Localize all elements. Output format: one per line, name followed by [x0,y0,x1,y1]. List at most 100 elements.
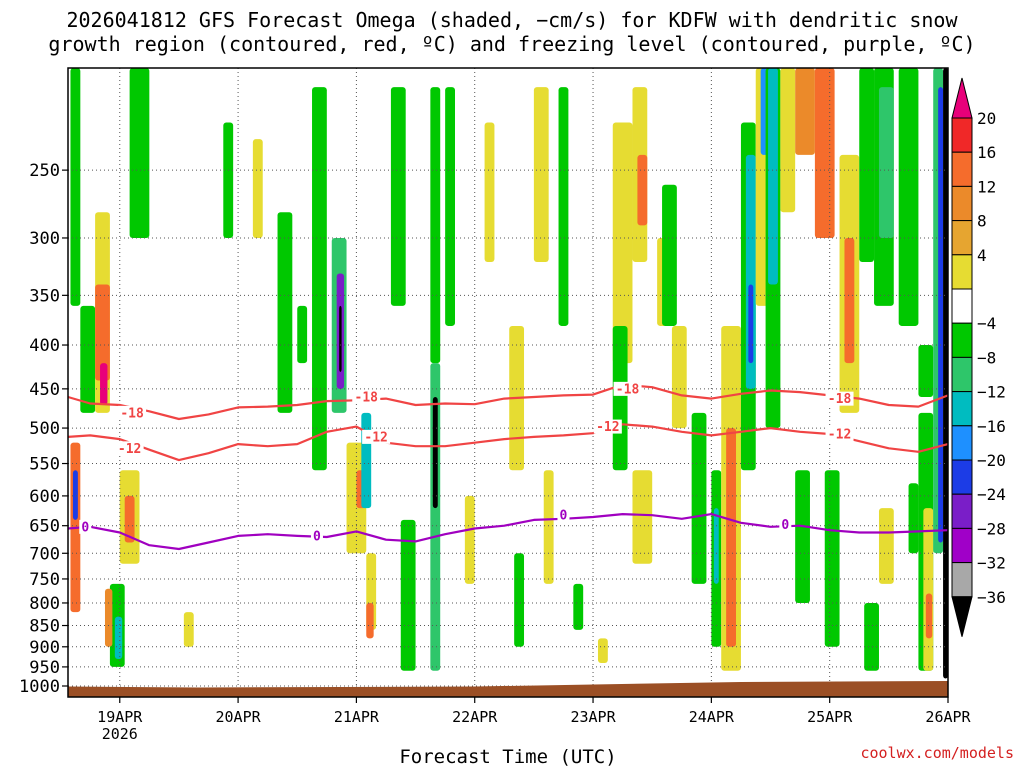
omega-cell [768,68,778,285]
colorbar-segment [951,220,973,256]
omega-cell [252,139,263,238]
y-tick-label: 550 [29,455,60,475]
x-tick-label: 25APR [807,708,853,726]
omega-cell [104,588,113,647]
x-axis-label: Forecast Time (UTC) [399,746,616,768]
colorbar-segment [951,117,973,153]
omega-cell [514,553,525,647]
contour-label: -12 [118,442,141,457]
contour-label: -18 [120,406,144,421]
omega-cell [878,508,894,584]
omega-cell [312,87,327,471]
temperature-contours: -18 -18 -18 -18 -12 -12 -12 -12 0 0 0 0 [67,381,949,551]
plot-frame [67,67,949,698]
omega-cell [339,305,342,372]
omega-cell [95,284,110,381]
colorbar-label: −16 [977,417,1006,436]
contour-label-bg [115,441,144,456]
colorbar-label: 16 [977,143,996,162]
y-tick-label: 300 [29,229,60,249]
colorbar: 20 16 12 8 4 −4 −8 −12 −16 −20 −24 −28 −32 −36 [951,77,1006,637]
omega-cell [859,68,875,262]
contour-label: -18 [616,382,640,397]
y-tick-label: 450 [29,380,60,400]
colorbar-label: −32 [977,554,1006,573]
colorbar-segment [951,562,973,598]
colorbar-label: 20 [977,109,996,128]
y-tick-label: 650 [29,517,60,537]
colorbar-label: −8 [977,348,996,367]
colorbar-label: −12 [977,383,1006,402]
y-tick-label: 1000 [19,677,60,697]
y-tick-label: 800 [29,594,60,614]
omega-cell [445,87,456,326]
omega-cell [464,495,475,584]
omega-cell [864,602,879,671]
y-tick-label: 750 [29,570,60,590]
contour-label: 0 [81,520,89,535]
y-tick-label: 600 [29,487,60,507]
omega-cell [223,122,234,238]
colorbar-segment [951,493,973,529]
contour-label: 0 [781,518,789,533]
omega-cell [780,68,796,213]
omega-cell [114,616,123,659]
y-tick-label: 250 [29,161,60,181]
colorbar-label: 8 [977,212,987,231]
omega-cell [898,68,919,326]
x-tick-label: 20APR [216,708,262,726]
omega-cell [612,122,633,364]
y-tick-label: 950 [29,658,60,678]
x-tick-label: 19APR [97,708,143,726]
omega-cell [277,212,293,413]
x-tick-label: 23APR [570,708,616,726]
y-tick-label: 850 [29,617,60,637]
colorbar-segment [951,185,973,222]
axes: 2503003504004505005506006507007508008509… [19,67,972,743]
contour-label-bg [362,429,391,444]
contour--18 [67,383,949,421]
omega-cell [297,305,308,364]
contour-label: -18 [828,392,852,407]
omega-shading [70,68,948,679]
contour-label: -12 [364,430,387,445]
omega-cell [80,305,96,413]
omega-cell [390,87,406,306]
colorbar-segment [951,288,973,324]
omega-cell [662,184,677,326]
omega-cell [795,470,810,603]
x-tick-label: 22APR [452,708,498,726]
y-tick-label: 700 [29,544,60,564]
omega-cell [484,122,495,262]
contour-label: -12 [596,420,619,435]
omega-cell [632,470,653,564]
y-tick-label: 900 [29,638,60,658]
source-credit[interactable]: coolwx.com/models [860,744,1014,762]
contour-label-bg [825,426,854,441]
omega-cell [671,325,687,429]
contour-label: -18 [355,391,379,406]
x-tick-sublabel: 2026 [102,725,138,743]
colorbar-segment [951,254,973,290]
contour-0 [67,513,949,551]
omega-cell [129,68,150,238]
colorbar-segment [951,356,973,393]
omega-cell [124,495,135,543]
colorbar-segment [951,77,973,119]
omega-cell [597,638,608,663]
omega-cell [543,470,554,584]
colorbar-segment [951,151,973,187]
contour-label-bg [779,517,792,532]
omega-cell [558,87,569,326]
omega-cell [361,412,372,509]
y-tick-label: 400 [29,336,60,356]
colorbar-label: −20 [977,451,1006,470]
omega-cell [430,87,441,364]
contour-label-bg [118,405,147,420]
y-tick-label: 500 [29,419,60,439]
colorbar-segment [951,322,973,358]
colorbar-segment [951,527,973,564]
omega-cell [72,470,78,520]
omega-cell [938,87,944,543]
contour-label-bg [310,528,323,543]
